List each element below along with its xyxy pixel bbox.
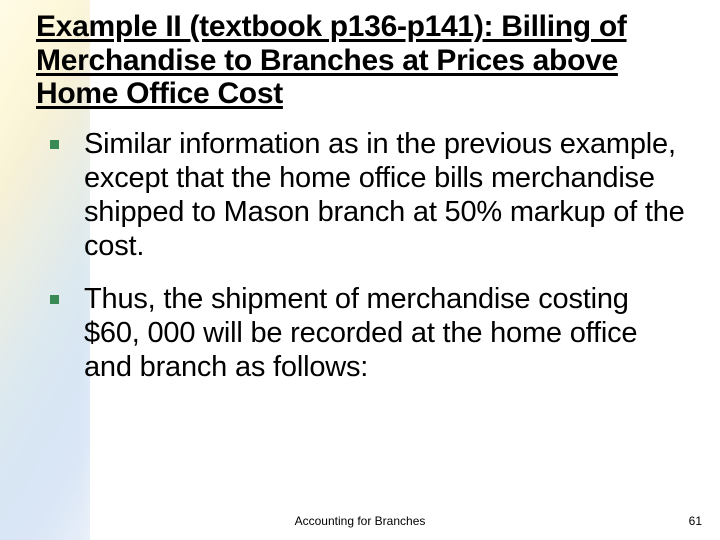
bullet-text: Similar information as in the previous e… [84, 128, 685, 263]
bullet-list: Similar information as in the previous e… [36, 127, 692, 385]
footer-page-number: 61 [689, 514, 702, 528]
footer-center-text: Accounting for Branches [0, 514, 720, 528]
list-item: Similar information as in the previous e… [50, 127, 692, 264]
bullet-square-icon [50, 140, 59, 149]
bullet-text: Thus, the shipment of merchandise costin… [84, 283, 637, 383]
slide-title: Example II (textbook p136-p141): Billing… [36, 10, 692, 111]
slide-container: Example II (textbook p136-p141): Billing… [0, 0, 720, 540]
list-item: Thus, the shipment of merchandise costin… [50, 282, 692, 385]
bullet-square-icon [50, 295, 59, 304]
